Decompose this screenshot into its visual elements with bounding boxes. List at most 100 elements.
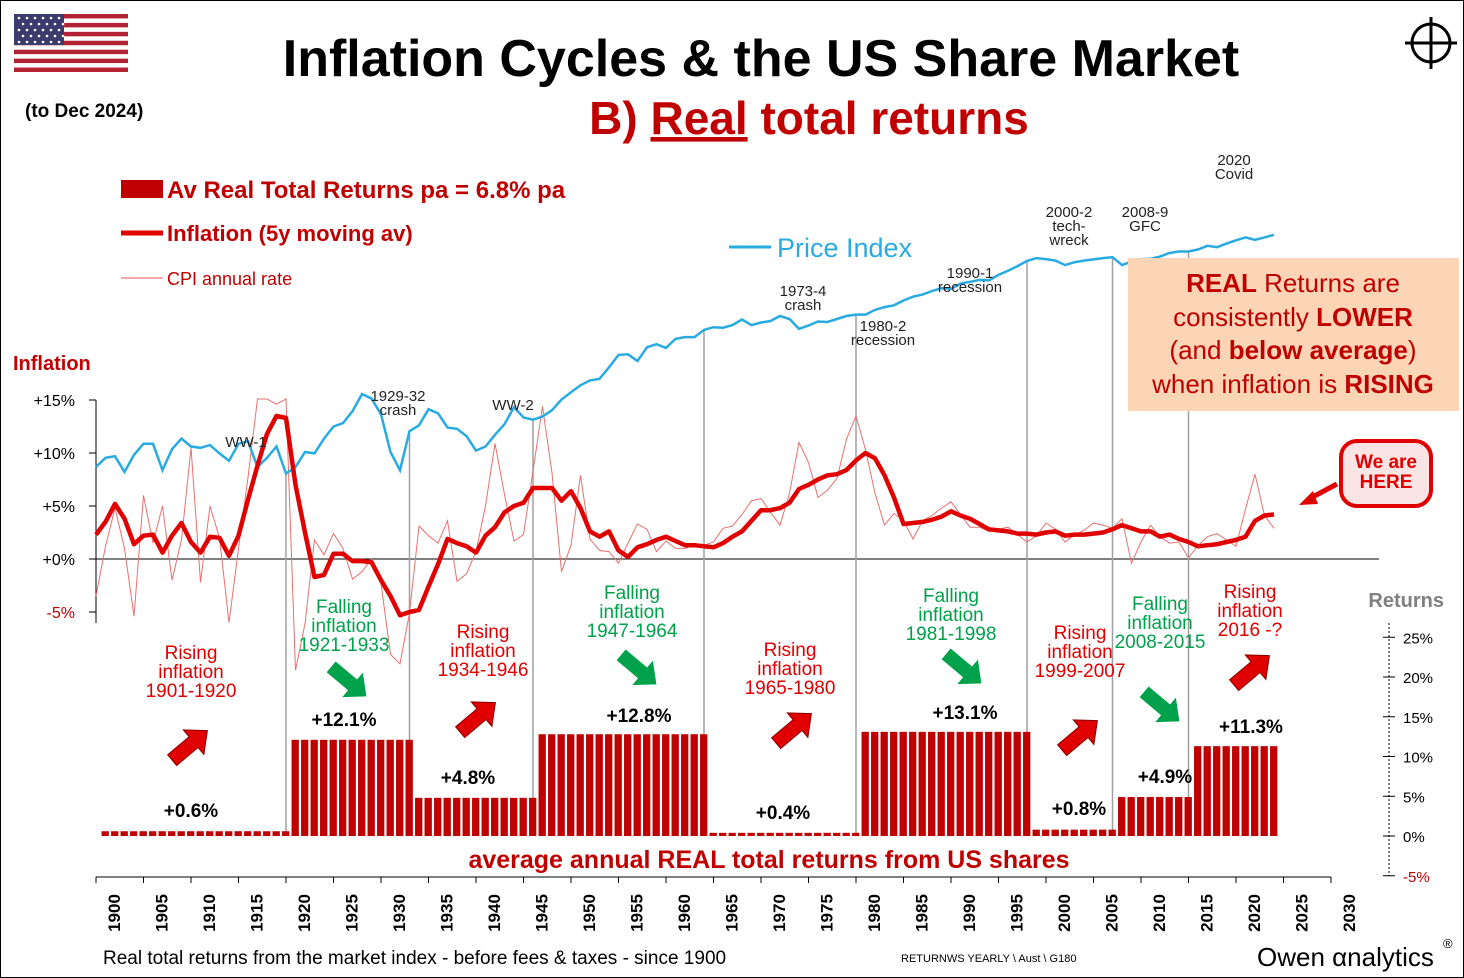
period-label-line: Rising <box>457 622 510 643</box>
return-bar <box>510 797 518 836</box>
return-bar <box>301 739 309 836</box>
period-return-value: +4.9% <box>1138 767 1193 788</box>
inflation-tick-label: +5% <box>43 499 75 516</box>
return-bar <box>177 831 185 836</box>
flag-star <box>45 34 49 38</box>
arrow-shape <box>616 649 657 686</box>
period-label-line: Rising <box>764 640 817 661</box>
return-bar <box>738 832 746 836</box>
x-tick-label: 1935 <box>438 894 457 932</box>
period-return-value: +11.3% <box>1219 717 1283 738</box>
return-bar <box>187 831 195 836</box>
flag-star <box>53 22 57 26</box>
return-bar <box>643 734 651 836</box>
flag-star <box>29 22 33 26</box>
return-bar <box>1137 797 1145 836</box>
return-bar <box>1156 797 1164 836</box>
footer-logo: Owen αnalytics <box>1257 942 1434 972</box>
period-label-line: Falling <box>923 586 979 607</box>
us-flag-icon <box>14 14 128 72</box>
period-return-value: +0.6% <box>164 801 219 822</box>
return-bar <box>1070 829 1078 836</box>
period-label: Falling inflation 1921-1933 <box>299 597 390 656</box>
flag-star <box>49 40 53 44</box>
return-bar <box>918 731 926 836</box>
callout-line-4: when inflation is RISING <box>1151 369 1434 399</box>
x-tick-label: 2020 <box>1245 894 1264 932</box>
return-bar <box>814 832 822 836</box>
inflation-tick-label: +15% <box>34 393 75 410</box>
return-bar <box>624 734 632 836</box>
date-note: (to Dec 2024) <box>25 101 143 122</box>
x-tick-label: 1950 <box>580 894 599 932</box>
arrow-down-right-icon <box>1139 686 1180 723</box>
return-bar <box>377 739 385 836</box>
period-label: Rising inflation 1901-1920 <box>146 643 237 702</box>
flag-star <box>49 16 53 20</box>
x-tick-label: 1905 <box>153 894 172 932</box>
return-bar <box>329 739 337 836</box>
x-tick-label: 1930 <box>390 894 409 932</box>
return-bar <box>415 797 423 836</box>
event-annotation-line: crash <box>380 402 417 419</box>
flag-star <box>53 34 57 38</box>
arrow-shape <box>326 661 367 698</box>
event-annotation: WW-1 <box>225 434 266 451</box>
return-bar <box>956 731 964 836</box>
return-bar <box>937 731 945 836</box>
period-return-value: +13.1% <box>933 703 998 724</box>
event-annotation-line: wreck <box>1048 232 1089 249</box>
x-tick-label: 1980 <box>865 894 884 932</box>
we-are-here-box <box>1339 439 1433 508</box>
callout-line-3-c: ) <box>1408 335 1417 365</box>
arrow-shape <box>1056 719 1098 757</box>
return-bar <box>823 832 831 836</box>
returns-caption: average annual REAL total returns from U… <box>468 846 1069 874</box>
returns-tick-label: 0% <box>1403 829 1425 846</box>
return-bar <box>966 731 974 836</box>
flag-star <box>57 28 61 32</box>
footer-reg: ® <box>1443 936 1453 951</box>
flag-stripe <box>14 67 128 72</box>
event-annotation: 2000-2 tech-wreck <box>1046 204 1093 249</box>
flag-star <box>17 40 21 44</box>
return-bar <box>1146 797 1154 836</box>
returns-tick-label: 5% <box>1403 789 1425 806</box>
flag-star <box>33 28 37 32</box>
callout-line-2: consistently LOWER <box>1173 302 1413 332</box>
period-label-line: inflation <box>311 616 377 637</box>
flag-stripe <box>14 58 128 64</box>
return-bar <box>282 831 290 836</box>
footer-code: RETURNWS YEARLY \ Aust \ G180 <box>901 953 1076 965</box>
arrow-left-pointer-icon <box>1299 481 1339 505</box>
return-bar <box>386 739 394 836</box>
return-bar <box>1184 797 1192 836</box>
period-label-line: Rising <box>1054 623 1107 644</box>
returns-axis-title: Returns <box>1368 590 1444 612</box>
return-bar <box>975 731 983 836</box>
return-bar <box>804 832 812 836</box>
return-bar <box>1127 797 1135 836</box>
x-tick-label: 1915 <box>248 894 267 932</box>
return-bar <box>215 831 223 836</box>
returns-tick-label: 20% <box>1403 670 1433 687</box>
x-tick-label: 1910 <box>200 894 219 932</box>
return-bar <box>519 797 527 836</box>
subtitle-prefix: B) <box>589 92 650 144</box>
flag-star <box>41 28 45 32</box>
return-bar <box>462 797 470 836</box>
period-label-line: inflation <box>757 659 823 680</box>
subtitle-emph: Real <box>651 92 748 144</box>
return-bar <box>567 734 575 836</box>
flag-star <box>17 28 21 32</box>
period-label: Rising inflation 2016 -? <box>1217 582 1283 641</box>
return-bar <box>605 734 613 836</box>
event-annotation: 1990-1 recession <box>938 265 1002 296</box>
return-bar <box>576 734 584 836</box>
arrow-up-right-icon <box>770 712 812 750</box>
return-bar <box>1108 829 1116 836</box>
period-label: Falling inflation 2008-2015 <box>1115 594 1206 653</box>
return-bar <box>453 797 461 836</box>
